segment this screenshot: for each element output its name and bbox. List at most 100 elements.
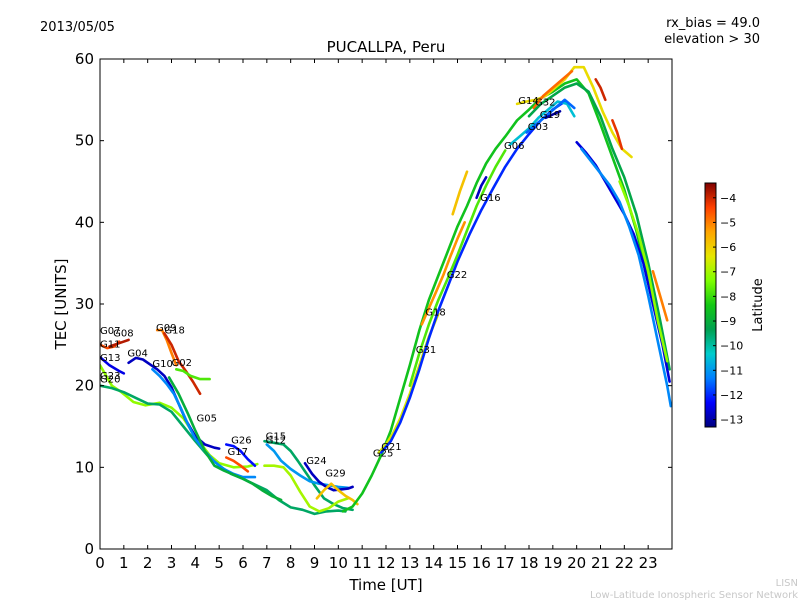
series-line-g06-25 [508,100,576,147]
satellite-label-g08-1: G08 [113,329,133,340]
x-tick-label-13: 13 [400,554,419,572]
series-line-g08-1 [108,338,130,348]
colorbar-tick-label-neg5: −5 [720,216,736,229]
x-tick-label-5: 5 [214,554,224,572]
series-line-g16-24 [475,176,488,200]
series-line-g31-20 [379,100,567,454]
x-tick-label-10: 10 [329,554,348,572]
y-tick-label-10: 10 [75,458,94,476]
series-line-g22-36 [618,180,669,363]
y-tick-label-0: 0 [84,540,94,558]
colorbar-tick-label-neg13: −13 [720,414,743,427]
series-line-g19-29 [544,110,562,120]
series-line-g15-13 [263,439,354,512]
x-tick-label-0: 0 [95,554,105,572]
satellite-label-g22-22: G22 [447,270,467,281]
satellite-label-g11-2: G11 [100,339,120,350]
y-axis-label: TEC [UNITS] [52,259,70,351]
x-tick-label-15: 15 [448,554,467,572]
x-tick-label-21: 21 [591,554,610,572]
satellite-label-g12-15: G12 [266,436,286,447]
x-tick-label-4: 4 [191,554,201,572]
colorbar-tick-label-neg7: −7 [720,266,736,279]
satellite-label-g06-24: G06 [504,141,524,152]
y-tick-label-60: 60 [75,50,94,68]
satellite-label-g26-12: G26 [231,436,251,447]
series-line-g04-5 [127,356,221,450]
satellite-label-g25-19: G25 [373,449,393,460]
x-tick-label-3: 3 [167,554,177,572]
series-line-g03-26 [525,98,576,134]
satellite-label-g04-4: G04 [127,348,147,359]
y-tick-label-40: 40 [75,213,94,231]
series-line-g11-2 [100,355,126,375]
footer-network: Low-Latitude Ionospheric Sensor Network [590,590,798,600]
satellite-label-g13-3: G13 [100,353,120,364]
satellite-label-g23-9: G23 [100,371,120,382]
satellite-label-g19-26: G19 [540,110,560,121]
satellite-label-g16-23: G16 [480,193,500,204]
satellite-label-g18-21: G18 [425,307,445,318]
x-tick-label-14: 14 [424,554,443,572]
satellite-label-g32-28: G32 [535,98,555,109]
series-line-g05-10 [167,376,283,502]
satellite-label-g31-20: G31 [416,345,436,356]
colorbar-label: Latitude [751,278,766,332]
x-axis-label: Time [UT] [348,576,422,594]
satellite-label-g17-13: G17 [228,447,248,458]
series-line-g18-7 [163,332,202,396]
y-tick-label-30: 30 [75,295,94,313]
series-line-g17-12 [225,456,250,473]
series-line-g19-30 [527,82,671,371]
satellite-label-g24-16: G24 [306,456,326,467]
x-tick-label-18: 18 [519,554,538,572]
x-tick-label-7: 7 [262,554,272,572]
series-line-g26-11 [225,443,257,468]
x-tick-label-16: 16 [472,554,491,572]
chart-title: PUCALLPA, Peru [327,38,446,56]
satellite-label-g20-10: G20 [100,374,120,385]
x-tick-label-12: 12 [376,554,395,572]
footer-lisn: LISN [776,578,798,589]
y-axis: 0 10 20 30 40 50 60 [75,50,672,558]
rx-bias-label: rx_bias = 49.0 [666,16,760,31]
series-line-g02-9 [175,367,211,381]
x-axis: 0 1 2 3 4 5 6 7 8 9 10 11 12 13 14 15 16 17 18 19 20 21 22 23 [95,59,658,572]
x-tick-label-6: 6 [238,554,248,572]
x-tick-label-9: 9 [310,554,320,572]
satellite-label-g10-7: G10 [152,359,172,370]
series-layer [100,65,672,516]
series-line-g28-32 [580,147,672,408]
colorbar-tick-label-neg9: −9 [720,315,736,328]
series-line-g27-33 [594,78,607,102]
series-line-g22-22 [408,149,507,388]
colorbar: −4 −5 −6 −7 −8 −9 −10 −11 −12 −13 Latitude [704,182,766,428]
satellite-label-g18-6: G18 [164,325,184,336]
series-line-g14-27 [515,65,633,159]
x-tick-label-1: 1 [119,554,129,572]
series-line-g16-23 [451,170,469,216]
date-label: 2013/05/05 [40,20,115,35]
satellite-label-g21-18: G21 [381,442,401,453]
series-line-g32-15 [263,464,350,513]
series-line-g32-28 [532,70,574,110]
x-tick-label-23: 23 [639,554,658,572]
x-tick-label-17: 17 [496,554,515,572]
colorbar-tick-label-neg11: −11 [720,364,743,377]
series-line-g01-35 [651,269,669,322]
colorbar-gradient [704,182,717,428]
x-tick-label-19: 19 [543,554,562,572]
series-line-g29-17 [315,482,359,506]
elevation-label: elevation > 30 [664,32,760,47]
y-tick-label-20: 20 [75,377,94,395]
satellite-label-g03-25: G03 [528,122,548,133]
y-tick-label-50: 50 [75,132,94,150]
series-line-g30-34 [611,119,624,151]
colorbar-tick-label-neg6: −6 [720,241,736,254]
colorbar-ticks: −4 −5 −6 −7 −8 −9 −10 −11 −12 −13 [713,192,743,427]
colorbar-tick-label-neg10: −10 [720,340,743,353]
satellite-label-g15-14: G15 [266,432,286,443]
